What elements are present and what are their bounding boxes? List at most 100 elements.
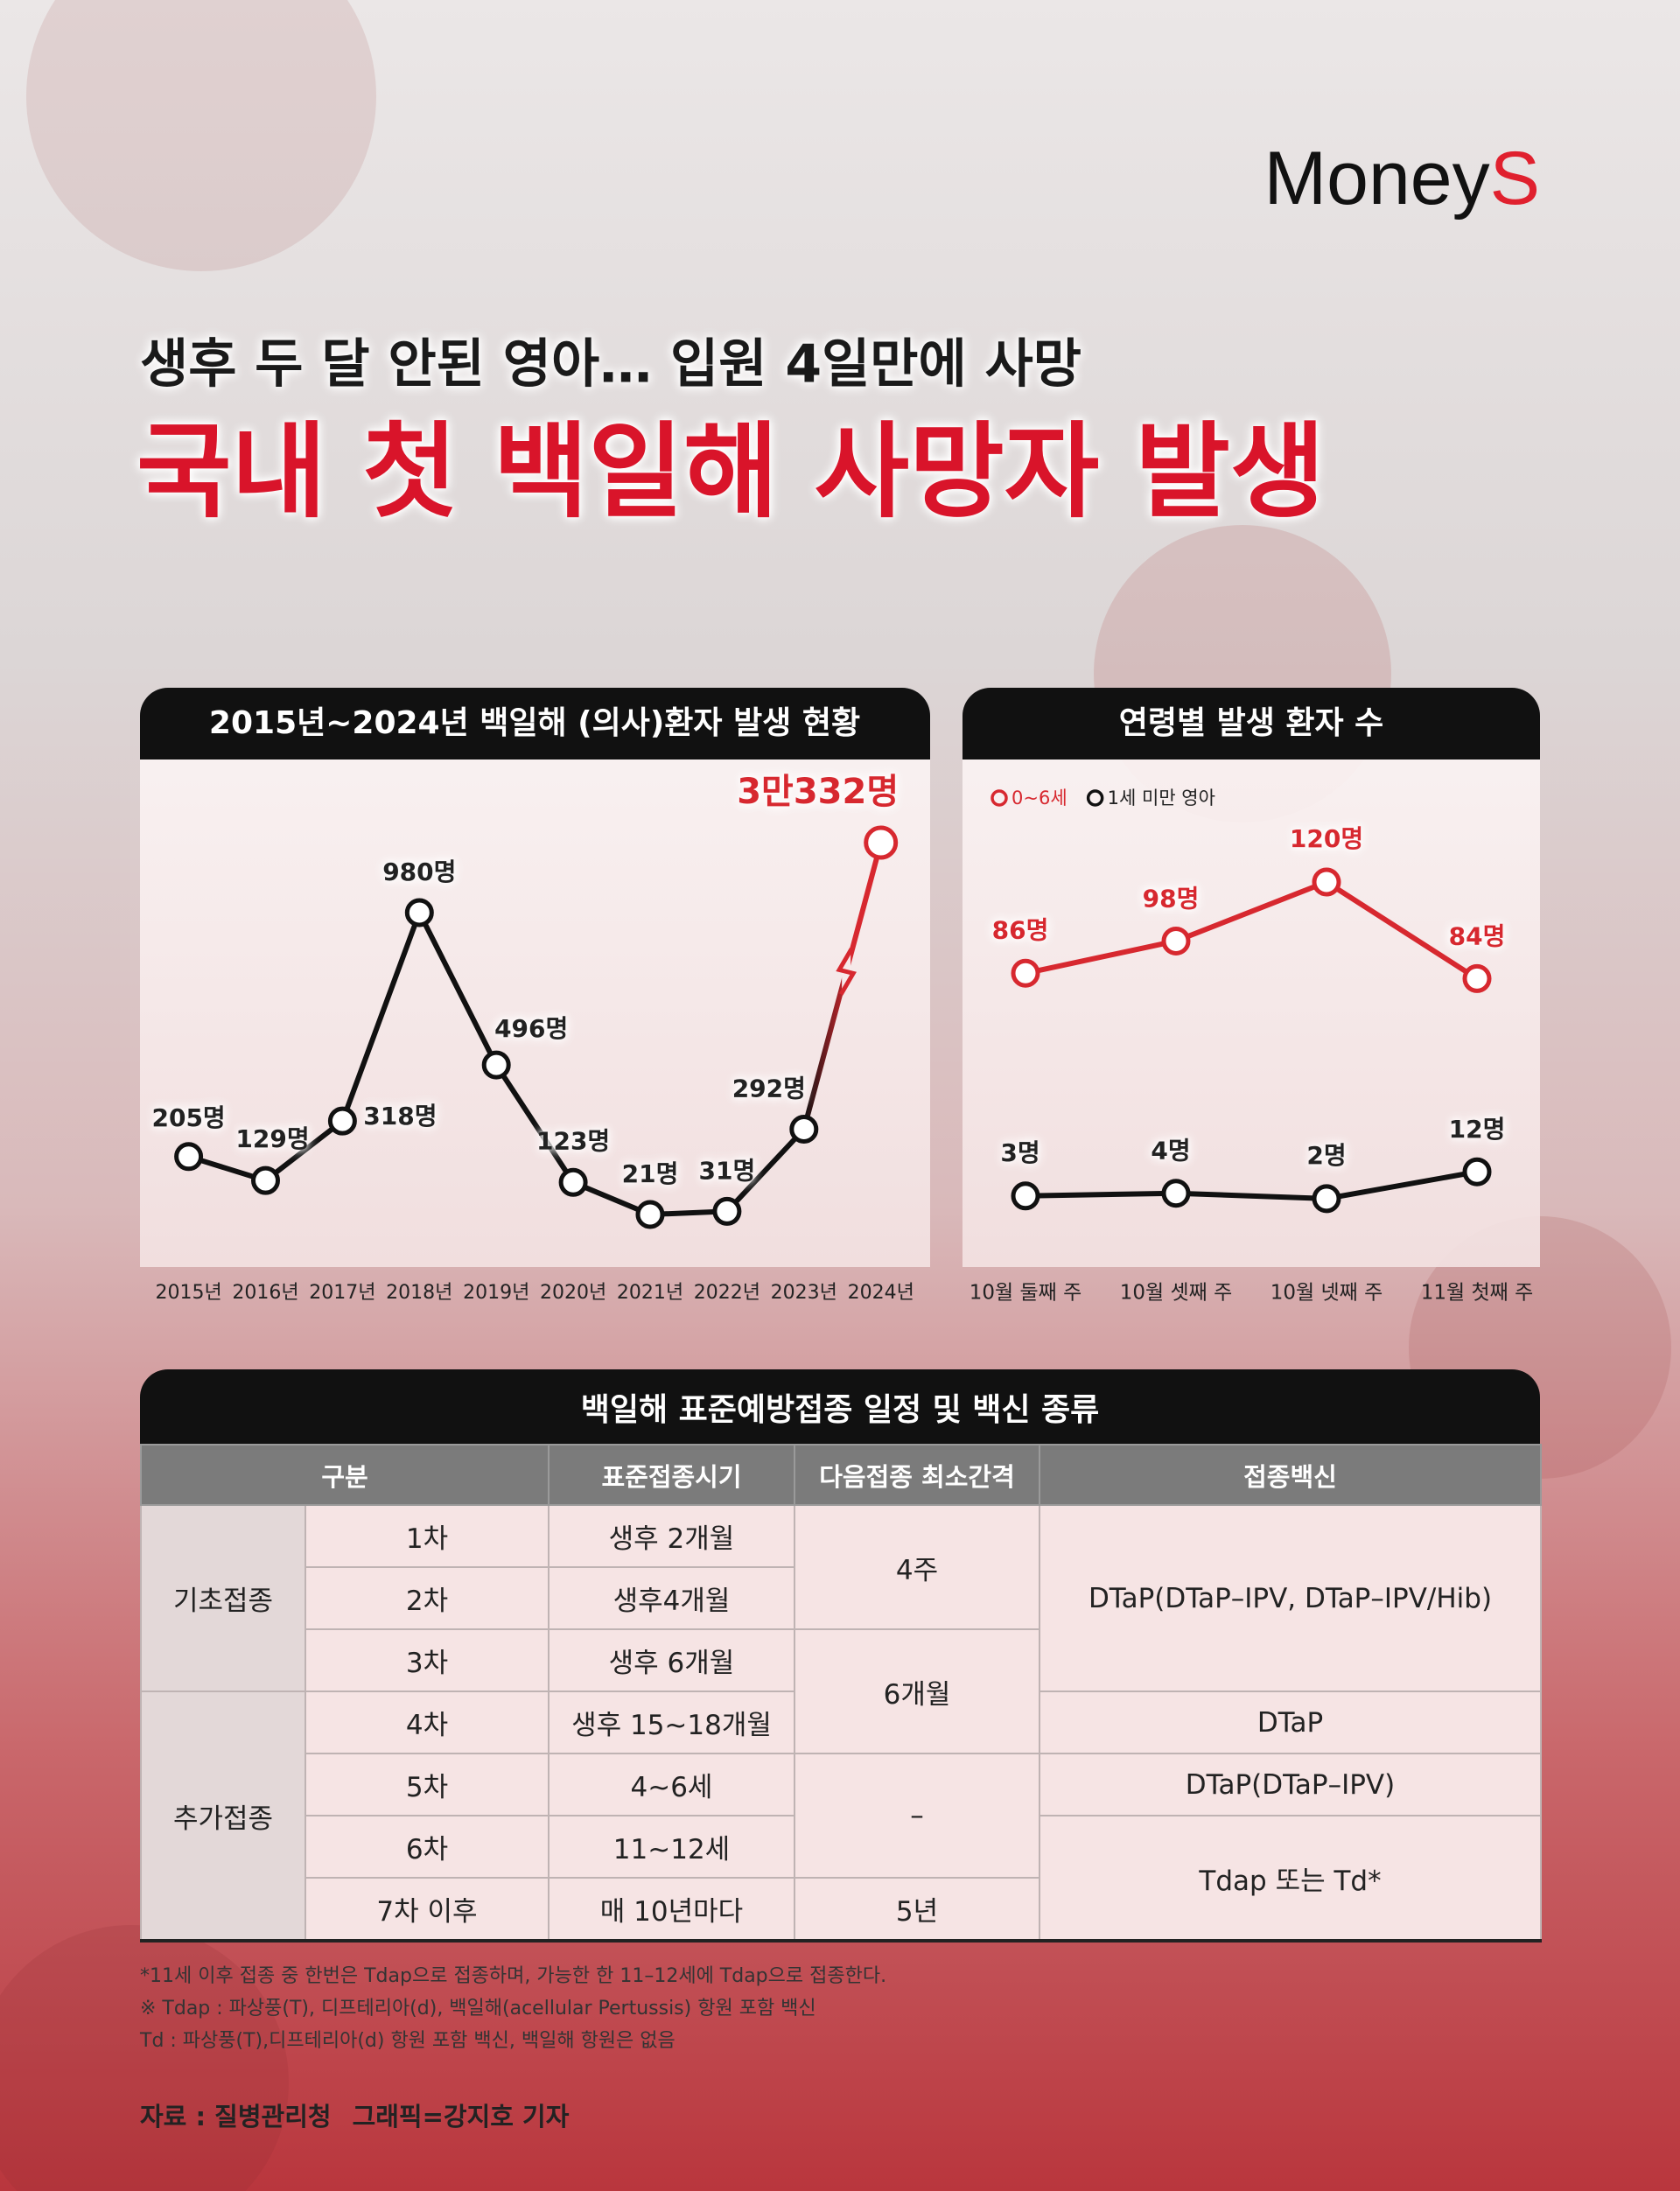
x-tick-label: 10월 넷째 주	[1270, 1282, 1383, 1305]
data-label: 205명	[151, 1103, 225, 1132]
plot-area	[962, 760, 1540, 1267]
x-tick-label: 10월 둘째 주	[970, 1282, 1082, 1305]
data-label: 86명	[992, 915, 1049, 944]
x-tick-label: 2023년	[771, 1282, 837, 1304]
note: Td : 파상풍(T),디프테리아(d) 항원 포함 백신, 백일해 항원은 없…	[140, 2030, 676, 2052]
note: ※ Tdap : 파상풍(T), 디프테리아(d), 백일해(acellular…	[140, 1998, 816, 2020]
brand-main: Money	[1264, 136, 1489, 220]
panel-header	[140, 688, 930, 760]
cell: 4주	[794, 1504, 1040, 1630]
x-tick-label: 10월 셋째 주	[1120, 1282, 1233, 1305]
legend-label: 0~6세	[1012, 788, 1068, 808]
cell: 6개월	[794, 1628, 1040, 1754]
source: 자료 : 질병관리청	[140, 2102, 332, 2132]
data-point	[1462, 963, 1492, 993]
data-label: 3만332명	[737, 772, 899, 812]
cell: 4차	[304, 1690, 550, 1754]
data-point	[558, 1167, 588, 1197]
data-point	[404, 898, 434, 928]
table: 구분 표준접종시기 다음접종 최소간격 접종백신 기초접종 1차 생후 2개월 …	[140, 1444, 1542, 1942]
cell: 7차 이후	[304, 1877, 550, 1942]
data-point	[1161, 926, 1191, 956]
cell: 5년	[794, 1877, 1040, 1942]
brand-logo: MoneyS	[1264, 136, 1540, 220]
x-tick-label: 2022년	[694, 1282, 760, 1304]
panel-header	[962, 688, 1540, 760]
x-tick-label: 11월 첫째 주	[1421, 1282, 1534, 1305]
schedule-table: 백일해 표준예방접종 일정 및 백신 종류 구분 표준접종시기 다음접종 최소간…	[140, 1369, 1542, 1942]
data-label: 292명	[732, 1074, 806, 1103]
data-point	[864, 825, 899, 860]
headline: 국내 첫 백일해 사망자 발생	[136, 411, 1326, 532]
data-label: 21명	[622, 1159, 679, 1188]
data-point	[789, 1115, 819, 1144]
x-tick-label: 2020년	[540, 1282, 606, 1304]
data-label: 31명	[699, 1156, 756, 1185]
data-label: 129명	[235, 1124, 309, 1153]
data-point	[1011, 958, 1040, 988]
x-tick-label: 2018년	[386, 1282, 452, 1304]
table-title: 백일해 표준예방접종 일정 및 백신 종류	[140, 1369, 1540, 1444]
data-label: 318명	[363, 1102, 437, 1130]
x-tick-label: 2017년	[309, 1282, 375, 1304]
chart-title: 연령별 발생 환자 수	[1119, 705, 1384, 741]
cell: DTaP(DTaP–IPV, DTaP–IPV/Hib)	[1039, 1504, 1542, 1692]
data-label: 98명	[1143, 884, 1200, 913]
cell: 6차	[304, 1815, 550, 1879]
credit: 그래픽=강지호 기자	[352, 2102, 570, 2132]
data-point	[174, 1142, 204, 1172]
data-label: 84명	[1449, 921, 1506, 950]
x-tick-label: 2016년	[232, 1282, 298, 1304]
brand-accent: S	[1490, 136, 1540, 220]
data-point	[1462, 1157, 1492, 1186]
data-point	[712, 1196, 742, 1226]
source-line: 자료 : 질병관리청 그래픽=강지호 기자	[140, 2096, 590, 2133]
notes: *11세 이후 접종 중 한번은 Tdap으로 접종하며, 가능한 한 11–1…	[140, 1960, 886, 2057]
header-cell: 표준접종시기	[548, 1444, 795, 1506]
x-tick-label: 2024년	[848, 1282, 914, 1304]
data-label: 2명	[1306, 1141, 1346, 1170]
cell: 2차	[304, 1566, 550, 1630]
group-cell: 기초접종	[140, 1504, 306, 1692]
data-point	[1011, 1181, 1040, 1211]
cell: 생후4개월	[548, 1566, 795, 1630]
data-point	[327, 1106, 357, 1136]
x-tick-label: 2019년	[463, 1282, 529, 1304]
note: *11세 이후 접종 중 한번은 Tdap으로 접종하며, 가능한 한 11–1…	[140, 1965, 887, 1987]
cell: 1차	[304, 1504, 550, 1568]
cell: Tdap 또는 Td*	[1039, 1815, 1542, 1942]
cell: 생후 6개월	[548, 1628, 795, 1692]
header-cell: 다음접종 최소간격	[794, 1444, 1040, 1506]
legend-marker	[1086, 789, 1104, 807]
data-line	[1025, 879, 1479, 981]
chart-title: 2015년~2024년 백일해 (의사)환자 발생 현황	[209, 705, 860, 741]
data-line	[187, 842, 884, 1217]
data-label: 980명	[382, 858, 456, 886]
cell: 매 10년마다	[548, 1877, 795, 1942]
data-point	[635, 1200, 665, 1229]
data-line	[1025, 1169, 1478, 1201]
header-cell: 접종백신	[1039, 1444, 1542, 1506]
x-tick-label: 2021년	[617, 1282, 683, 1304]
cell: 생후 15~18개월	[548, 1690, 795, 1754]
header-cell: 구분	[140, 1444, 550, 1506]
subtitle: 생후 두 달 안된 영아… 입원 4일만에 사망	[140, 334, 1082, 396]
data-label: 123명	[536, 1126, 610, 1155]
data-label: 120명	[1290, 824, 1363, 853]
cell: 생후 2개월	[548, 1504, 795, 1568]
cell: 5차	[304, 1753, 550, 1816]
group-cell: 추가접종	[140, 1690, 306, 1942]
cell: 11~12세	[548, 1815, 795, 1879]
legend-marker	[990, 789, 1008, 807]
x-tick-label: 2015년	[155, 1282, 221, 1304]
cell: 3차	[304, 1628, 550, 1692]
data-label: 4명	[1151, 1137, 1190, 1166]
data-label: 496명	[494, 1014, 568, 1043]
cell: DTaP	[1039, 1690, 1542, 1754]
data-label: 3명	[1000, 1138, 1040, 1167]
data-label: 12명	[1449, 1115, 1506, 1144]
data-point	[1312, 1184, 1341, 1214]
cell: 4~6세	[548, 1753, 795, 1816]
